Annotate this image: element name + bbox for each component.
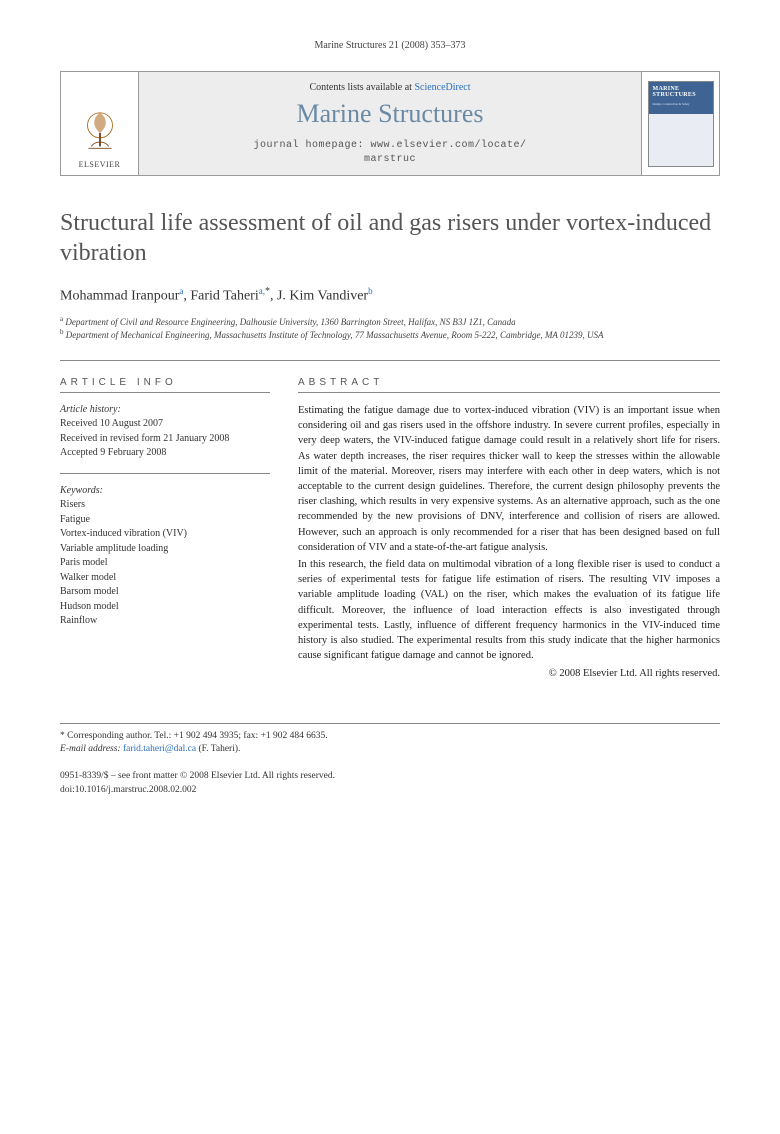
affil-b-mark: b xyxy=(60,328,64,336)
homepage-prefix: journal homepage: xyxy=(253,140,370,151)
contents-prefix: Contents lists available at xyxy=(309,82,414,93)
keyword-4: Paris model xyxy=(60,556,270,571)
keyword-0: Risers xyxy=(60,498,270,513)
running-header: Marine Structures 21 (2008) 353–373 xyxy=(60,40,720,51)
affil-a-text: Department of Civil and Resource Enginee… xyxy=(65,317,515,327)
affiliation-b: b Department of Mechanical Engineering, … xyxy=(60,328,720,342)
journal-name: Marine Structures xyxy=(147,99,633,129)
cover-cell: MARINE STRUCTURES Design, Construction &… xyxy=(641,72,719,175)
sciencedirect-link[interactable]: ScienceDirect xyxy=(414,82,470,93)
contents-available-line: Contents lists available at ScienceDirec… xyxy=(147,82,633,93)
abstract-p2: In this research, the field data on mult… xyxy=(298,557,720,664)
journal-cover-thumb: MARINE STRUCTURES Design, Construction &… xyxy=(648,81,714,167)
affil-b-text: Department of Mechanical Engineering, Ma… xyxy=(66,330,604,340)
footnotes: * Corresponding author. Tel.: +1 902 494… xyxy=(60,723,720,757)
history-heading: Article history: xyxy=(60,403,270,418)
affil-a-mark: a xyxy=(60,315,63,323)
abstract-p1: Estimating the fatigue damage due to vor… xyxy=(298,403,720,555)
keyword-5: Walker model xyxy=(60,571,270,586)
keywords-block: Keywords: Risers Fatigue Vortex-induced … xyxy=(60,484,270,629)
homepage-url-1[interactable]: www.elsevier.com/locate/ xyxy=(371,140,527,151)
journal-banner: ELSEVIER Contents lists available at Sci… xyxy=(60,71,720,176)
elsevier-label: ELSEVIER xyxy=(79,160,121,169)
article-info-head: ARTICLE INFO xyxy=(60,377,270,388)
author-list: Mohammad Iranpoura, Farid Taheria,*, J. … xyxy=(60,286,720,305)
author-2: Farid Taheri xyxy=(190,289,258,304)
keyword-6: Barsom model xyxy=(60,585,270,600)
info-rule xyxy=(60,392,270,393)
email-line: E-mail address: farid.taheri@dal.ca (F. … xyxy=(60,743,720,756)
author-2-corr: * xyxy=(265,286,270,297)
abstract-head: ABSTRACT xyxy=(298,377,720,388)
keyword-8: Rainflow xyxy=(60,614,270,629)
author-1-mark: a xyxy=(179,286,183,296)
email-label: E-mail address: xyxy=(60,744,121,754)
author-1: Mohammad Iranpour xyxy=(60,289,179,304)
issn-line: 0951-8339/$ – see front matter © 2008 El… xyxy=(60,770,720,783)
corresponding-email-link[interactable]: farid.taheri@dal.ca xyxy=(123,744,196,754)
abstract-copyright: © 2008 Elsevier Ltd. All rights reserved… xyxy=(298,666,720,681)
homepage-url-2[interactable]: marstruc xyxy=(364,154,416,165)
kw-rule xyxy=(60,473,270,474)
affiliation-a: a Department of Civil and Resource Engin… xyxy=(60,315,720,329)
cover-title: MARINE STRUCTURES xyxy=(653,86,709,98)
keywords-heading: Keywords: xyxy=(60,484,270,499)
keyword-3: Variable amplitude loading xyxy=(60,542,270,557)
bottom-matter: 0951-8339/$ – see front matter © 2008 El… xyxy=(60,770,720,797)
abstract-body: Estimating the fatigue damage due to vor… xyxy=(298,403,720,681)
keyword-1: Fatigue xyxy=(60,513,270,528)
publisher-logo-cell: ELSEVIER xyxy=(61,72,139,175)
article-info-column: ARTICLE INFO Article history: Received 1… xyxy=(60,377,270,681)
abstract-rule xyxy=(298,392,720,393)
email-person: (F. Taheri). xyxy=(198,744,240,754)
history-revised: Received in revised form 21 January 2008 xyxy=(60,432,270,447)
top-divider xyxy=(60,360,720,361)
article-title: Structural life assessment of oil and ga… xyxy=(60,208,720,268)
elsevier-tree-icon xyxy=(76,108,124,156)
abstract-column: ABSTRACT Estimating the fatigue damage d… xyxy=(298,377,720,681)
author-3-mark: b xyxy=(368,286,373,296)
author-3: J. Kim Vandiver xyxy=(277,289,368,304)
keyword-7: Hudson model xyxy=(60,600,270,615)
cover-subtitle: Design, Construction & Safety xyxy=(653,102,709,106)
corresponding-author-note: * Corresponding author. Tel.: +1 902 494… xyxy=(60,730,720,743)
history-accepted: Accepted 9 February 2008 xyxy=(60,446,270,461)
doi-line: doi:10.1016/j.marstruc.2008.02.002 xyxy=(60,784,720,797)
keyword-2: Vortex-induced vibration (VIV) xyxy=(60,527,270,542)
article-history: Article history: Received 10 August 2007… xyxy=(60,403,270,461)
history-received: Received 10 August 2007 xyxy=(60,417,270,432)
journal-homepage-line: journal homepage: www.elsevier.com/locat… xyxy=(147,139,633,167)
banner-mid: Contents lists available at ScienceDirec… xyxy=(139,72,641,175)
affiliations: a Department of Civil and Resource Engin… xyxy=(60,315,720,342)
